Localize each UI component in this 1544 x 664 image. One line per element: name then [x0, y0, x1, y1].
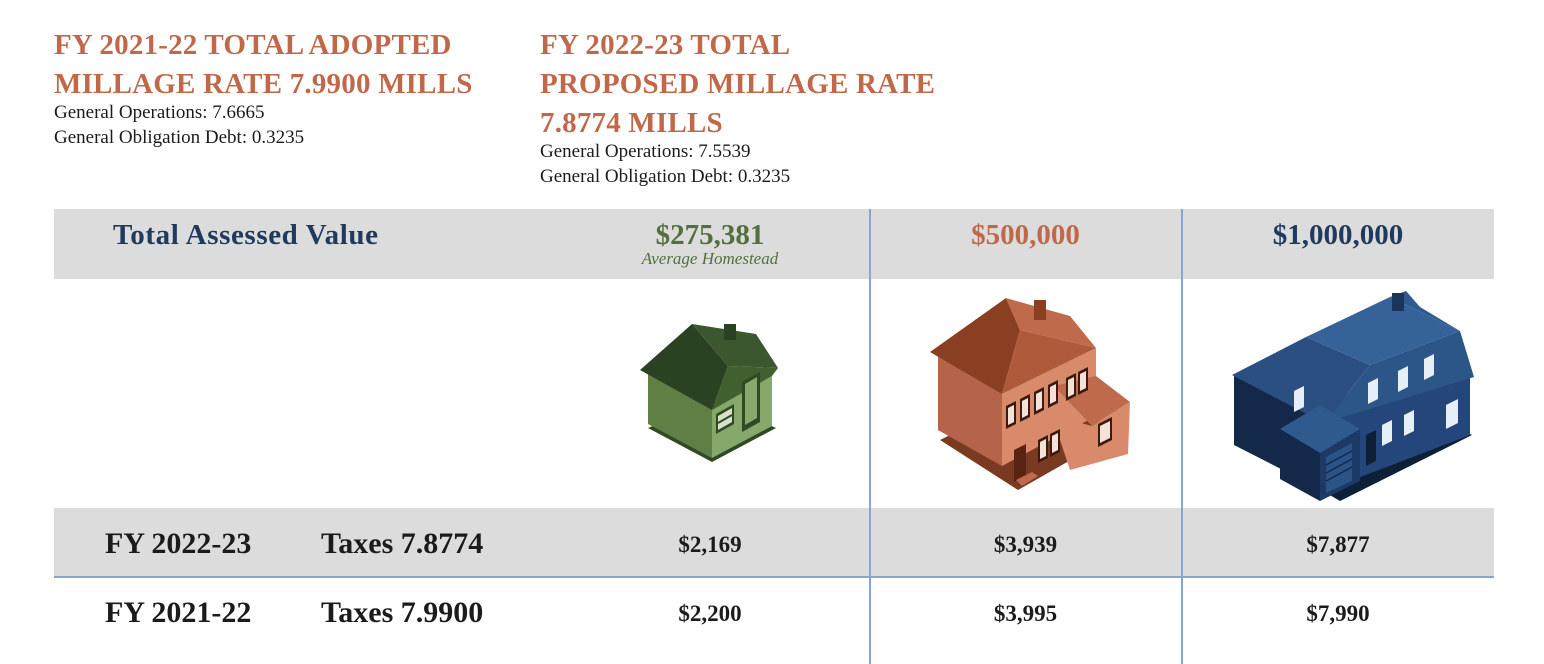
proposed-breakdown: General Operations: 7.5539 General Oblig…	[540, 139, 790, 189]
adopted-title-line1: FY 2021-22 TOTAL ADOPTED	[54, 29, 452, 61]
table-cell: $3,995	[993, 601, 1058, 626]
row-tax-rate-fy2021-22: Taxes 7.9900	[321, 596, 484, 629]
two-story-house-icon	[930, 298, 1130, 490]
table-cell: $7,990	[1306, 601, 1370, 626]
row-year-fy2021-22: FY 2021-22	[105, 596, 252, 629]
proposed-general-obligation-debt: General Obligation Debt: 0.3235	[540, 166, 791, 187]
table-cell: $2,200	[678, 601, 742, 626]
large-house-icon	[1232, 291, 1474, 501]
row-tax-rate-fy2022-23: Taxes 7.8774	[321, 527, 484, 560]
adopted-general-obligation-debt: General Obligation Debt: 0.3235	[54, 127, 305, 148]
table-cell: $2,169	[678, 532, 742, 557]
small-house-icon	[640, 324, 778, 462]
column-divider	[869, 209, 871, 664]
proposed-title-line3: 7.8774 MILLS	[540, 107, 723, 139]
proposed-title-line2: PROPOSED MILLAGE RATE	[540, 68, 936, 100]
adopted-breakdown: General Operations: 7.6665 General Oblig…	[54, 100, 304, 150]
header-band	[54, 209, 1494, 279]
average-homestead-caption: Average Homestead	[641, 249, 779, 268]
table-cell: $7,877	[1306, 532, 1370, 557]
row-band-fy2022-23	[54, 508, 1494, 576]
total-assessed-value-label: Total Assessed Value	[113, 219, 379, 251]
column-value-average: $275,381	[655, 219, 765, 251]
proposed-general-operations: General Operations: 7.5539	[540, 141, 751, 162]
adopted-general-operations: General Operations: 7.6665	[54, 102, 265, 123]
table-cell: $3,939	[993, 532, 1058, 557]
proposed-rate-heading: FY 2022-23 TOTAL PROPOSED MILLAGE RATE 7…	[540, 26, 935, 143]
row-divider	[54, 576, 1494, 578]
adopted-title-line2: MILLAGE RATE 7.9900 MILLS	[54, 68, 473, 100]
adopted-rate-heading: FY 2021-22 TOTAL ADOPTED MILLAGE RATE 7.…	[54, 26, 473, 104]
proposed-title-line1: FY 2022-23 TOTAL	[540, 29, 791, 61]
column-value-1m: $1,000,000	[1272, 219, 1404, 251]
column-value-500k: $500,000	[971, 219, 1080, 251]
row-year-fy2022-23: FY 2022-23	[105, 527, 252, 560]
column-divider	[1181, 209, 1183, 664]
